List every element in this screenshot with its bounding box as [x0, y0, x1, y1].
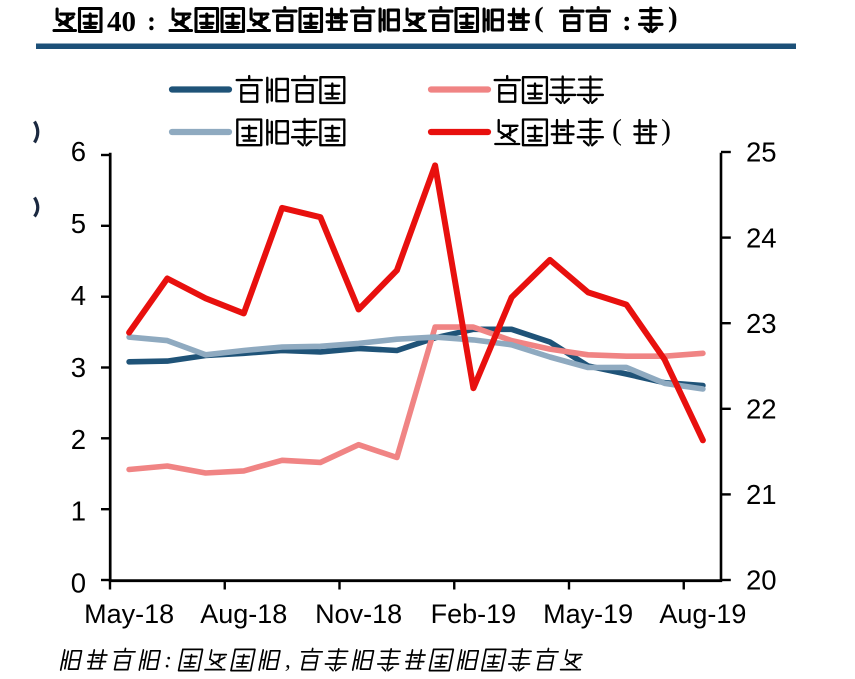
svg-text:(: (	[612, 114, 622, 147]
svg-text:25: 25	[746, 137, 777, 168]
svg-text:24: 24	[746, 222, 777, 253]
svg-text:6: 6	[71, 136, 86, 167]
svg-text:Feb-19: Feb-19	[431, 599, 517, 629]
svg-text:4: 4	[71, 280, 86, 311]
svg-text:,: ,	[285, 647, 291, 673]
svg-text:(: (	[534, 2, 544, 34]
svg-text:3: 3	[71, 352, 86, 383]
svg-text:23: 23	[746, 308, 777, 339]
svg-text:May-19: May-19	[543, 599, 633, 629]
svg-text::: :	[147, 6, 156, 36]
svg-text:2: 2	[71, 424, 86, 455]
svg-text:40: 40	[107, 6, 136, 38]
svg-text:Aug-18: Aug-18	[200, 599, 287, 629]
svg-text:22: 22	[746, 394, 777, 425]
svg-text:Nov-18: Nov-18	[315, 599, 402, 629]
svg-text:5: 5	[71, 208, 86, 239]
svg-text:): )	[668, 2, 678, 34]
svg-text:21: 21	[746, 479, 777, 510]
svg-text:May-18: May-18	[84, 599, 174, 629]
svg-text::: :	[622, 5, 632, 37]
svg-text:20: 20	[746, 565, 777, 596]
svg-text::: :	[164, 647, 172, 673]
svg-text:): )	[661, 114, 671, 147]
svg-text:0: 0	[71, 568, 86, 599]
svg-text:Aug-19: Aug-19	[659, 599, 746, 629]
svg-text:1: 1	[71, 496, 86, 527]
